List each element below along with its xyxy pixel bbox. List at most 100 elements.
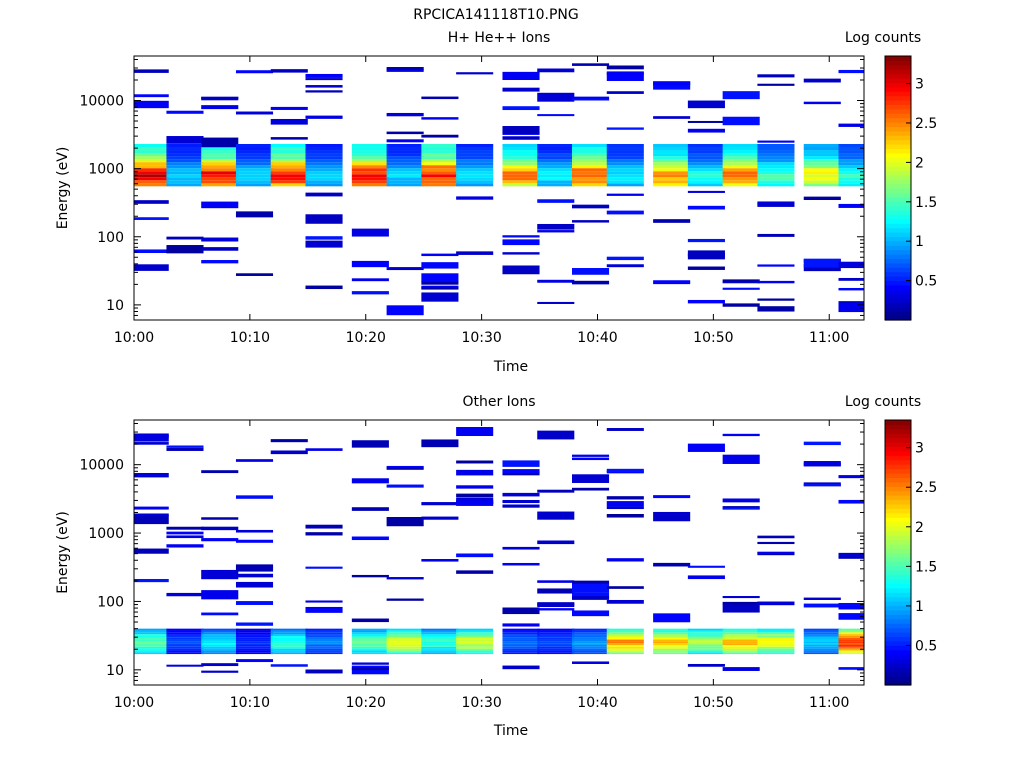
heatmap-cell: [653, 162, 691, 166]
heatmap-cell: [201, 637, 239, 640]
heatmap-cell: [166, 156, 204, 160]
heatmap-cell: [351, 150, 389, 154]
heatmap-cell: [838, 605, 864, 610]
heatmap-cell: [803, 635, 841, 638]
heatmap-cell: [270, 632, 308, 635]
heatmap-cell: [502, 150, 540, 154]
heatmap-cell: [456, 174, 494, 178]
heatmap-cell: [421, 147, 459, 151]
colorbar-segment: [885, 161, 911, 167]
heatmap-cell: [270, 646, 308, 649]
colorbar-segment: [885, 667, 911, 673]
heatmap-cell: [305, 73, 343, 78]
heatmap-cell: [687, 147, 725, 151]
heatmap-cell: [687, 648, 725, 651]
heatmap-cell: [572, 474, 610, 483]
heatmap-cell: [166, 630, 204, 633]
heatmap-cell: [456, 644, 494, 647]
heatmap-cell: [134, 648, 169, 651]
heatmap-cell: [421, 153, 459, 157]
heatmap-cell: [572, 648, 610, 651]
heatmap-cell: [386, 177, 424, 181]
heatmap-cell: [722, 91, 760, 100]
heatmap-cell: [687, 650, 725, 653]
colorbar-segment: [885, 512, 911, 518]
heatmap-cell: [502, 235, 540, 238]
heatmap-cell: [456, 641, 494, 644]
colorbar-segment: [885, 179, 911, 185]
colorbar-tick-label: 2.5: [915, 480, 937, 496]
heatmap-cell: [757, 150, 795, 154]
heatmap-cell: [606, 506, 644, 510]
heatmap-cell: [838, 499, 864, 504]
heatmap-cell: [687, 643, 725, 645]
heatmap-cell: [687, 628, 725, 631]
heatmap-cell: [838, 644, 864, 647]
heatmap-cell: [757, 165, 795, 169]
heatmap-cell: [421, 96, 459, 100]
heatmap-cell: [838, 261, 864, 269]
heatmap-cell: [537, 652, 575, 655]
heatmap-cell: [687, 177, 725, 181]
heatmap-cell: [502, 634, 540, 636]
heatmap-cell: [757, 180, 795, 184]
heatmap-cell: [456, 143, 494, 148]
heatmap-cell: [606, 630, 644, 633]
heatmap-cell: [201, 150, 239, 154]
heatmap-cell: [537, 540, 575, 545]
colorbar-segment: [885, 69, 911, 75]
heatmap-cell: [606, 177, 644, 181]
heatmap-cell: [421, 183, 459, 187]
heatmap-cell: [270, 174, 308, 178]
heatmap-cell: [351, 637, 389, 640]
heatmap-cell: [270, 628, 308, 631]
heatmap-cell: [757, 140, 795, 143]
colorbar-segment: [885, 632, 911, 638]
heatmap-cell: [687, 153, 725, 157]
colorbar-frame: [884, 55, 912, 321]
heatmap-cell: [757, 644, 795, 647]
heatmap-cell: [722, 156, 760, 160]
heatmap-cell: [537, 646, 575, 649]
heatmap-cell: [757, 183, 795, 187]
heatmap-cell: [722, 433, 760, 437]
colorbar-segment: [885, 424, 911, 430]
heatmap-cell: [421, 652, 459, 655]
heatmap-cell: [537, 648, 575, 651]
heatmap-cell: [134, 177, 169, 181]
colorbar-label: Log counts: [845, 30, 921, 46]
heatmap-cell: [134, 168, 169, 172]
heatmap-cell: [722, 667, 760, 671]
colorbar-segment: [885, 473, 911, 479]
heatmap-cell: [838, 630, 864, 633]
heatmap-cell: [386, 577, 424, 580]
heatmap-cell: [201, 174, 239, 178]
heatmap-cell: [235, 637, 274, 640]
heatmap-cell: [235, 648, 274, 651]
colorbar-segment: [885, 534, 911, 540]
x-axis-label: Time: [493, 723, 528, 739]
heatmap-cell: [201, 632, 239, 635]
heatmap-cell: [606, 468, 644, 473]
colorbar-segment: [885, 561, 911, 567]
heatmap-cell: [687, 565, 725, 568]
heatmap-cell: [386, 156, 424, 160]
heatmap-cell: [201, 641, 239, 644]
colorbar-segment: [885, 302, 911, 308]
heatmap-cell: [351, 278, 389, 282]
heatmap-cell: [351, 159, 389, 163]
heatmap-cell: [687, 165, 725, 169]
heatmap-cell: [201, 526, 239, 531]
heatmap-cell: [166, 168, 204, 172]
heatmap-cell: [166, 650, 204, 653]
heatmap-cell: [502, 147, 540, 151]
heatmap-cell: [572, 156, 610, 160]
heatmap-cell: [421, 630, 459, 633]
heatmap-cell: [134, 639, 169, 642]
colorbar-segment: [885, 293, 911, 299]
heatmap-cell: [572, 143, 610, 148]
heatmap-cell: [270, 439, 308, 443]
heatmap-cell: [456, 493, 494, 498]
heatmap-cell: [687, 183, 725, 187]
heatmap-cell: [572, 162, 610, 166]
